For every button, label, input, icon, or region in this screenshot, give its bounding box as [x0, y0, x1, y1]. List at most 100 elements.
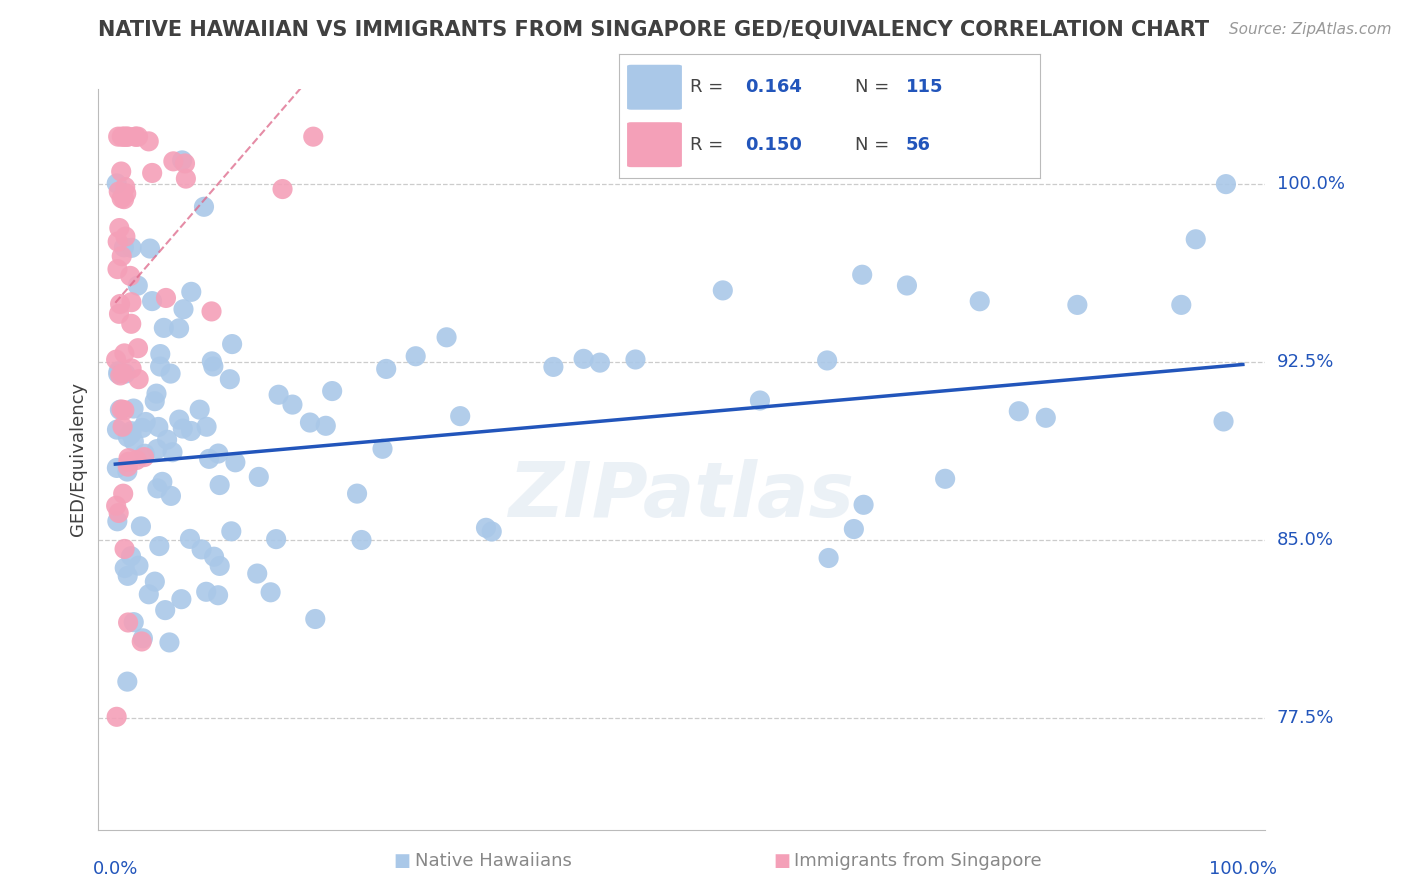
Point: [315, 418, 337, 433]
Point: [481, 524, 503, 539]
Point: [111, 249, 134, 263]
Text: N =: N =: [855, 136, 894, 153]
Point: [122, 434, 145, 449]
Point: [1008, 404, 1031, 418]
Point: [110, 368, 132, 383]
Text: NATIVE HAWAIIAN VS IMMIGRANTS FROM SINGAPORE GED/EQUIVALENCY CORRELATION CHART: NATIVE HAWAIIAN VS IMMIGRANTS FROM SINGA…: [98, 21, 1209, 40]
Point: [375, 362, 398, 376]
Point: [108, 297, 131, 311]
Point: [117, 459, 139, 474]
Point: [167, 412, 190, 426]
Point: [108, 402, 131, 417]
Point: [162, 154, 184, 169]
Point: [127, 129, 149, 144]
Point: [117, 455, 139, 469]
Point: [107, 129, 129, 144]
Point: [167, 321, 190, 335]
Point: [146, 442, 169, 456]
Point: [108, 307, 131, 321]
Point: [120, 549, 142, 564]
Point: [149, 347, 172, 361]
Point: [842, 522, 865, 536]
Point: [107, 235, 129, 249]
Text: 0.164: 0.164: [745, 78, 801, 96]
Point: [127, 558, 149, 573]
Point: [198, 451, 221, 466]
Point: [711, 284, 734, 298]
Text: Immigrants from Singapore: Immigrants from Singapore: [794, 852, 1042, 870]
Point: [346, 486, 368, 500]
Point: [221, 337, 243, 351]
Point: [143, 574, 166, 589]
Point: [120, 427, 142, 442]
Point: [405, 349, 427, 363]
Point: [111, 129, 134, 144]
Text: 115: 115: [905, 78, 943, 96]
Point: [150, 475, 173, 489]
Point: [173, 302, 195, 317]
Point: [121, 361, 143, 376]
Point: [156, 433, 179, 447]
Point: [174, 156, 197, 170]
Point: [117, 129, 139, 144]
Point: [748, 393, 770, 408]
Point: [134, 450, 156, 464]
Point: [145, 386, 167, 401]
Point: [131, 634, 153, 648]
Point: [179, 532, 201, 546]
Text: ZIPatlas: ZIPatlas: [509, 459, 855, 533]
Point: [202, 359, 225, 374]
Point: [110, 164, 132, 178]
Point: [934, 472, 956, 486]
Point: [110, 402, 132, 417]
Point: [851, 268, 873, 282]
Point: [105, 461, 128, 475]
Point: [1170, 298, 1192, 312]
Point: [117, 615, 139, 630]
Point: [207, 588, 229, 602]
Text: R =: R =: [690, 136, 730, 153]
Point: [1184, 232, 1206, 246]
Point: [969, 294, 991, 309]
Text: ■: ■: [773, 852, 790, 870]
Text: 0.0%: 0.0%: [93, 860, 138, 878]
Point: [146, 481, 169, 495]
Point: [350, 533, 373, 547]
Point: [449, 409, 471, 424]
Point: [267, 388, 290, 402]
Point: [281, 398, 304, 412]
Point: [207, 446, 229, 460]
Point: [188, 402, 211, 417]
Point: [129, 519, 152, 533]
Point: [153, 321, 176, 335]
Point: [111, 366, 134, 380]
Point: [200, 304, 222, 318]
Point: [112, 346, 135, 360]
Point: [107, 367, 129, 381]
Text: 92.5%: 92.5%: [1277, 353, 1334, 371]
Point: [170, 592, 193, 607]
Point: [302, 129, 325, 144]
Point: [180, 424, 202, 438]
Y-axis label: GED/Equivalency: GED/Equivalency: [69, 383, 87, 536]
Point: [114, 229, 136, 244]
Text: R =: R =: [690, 78, 730, 96]
Point: [124, 129, 146, 144]
Point: [475, 521, 498, 535]
Point: [160, 489, 183, 503]
Point: [117, 465, 139, 479]
Point: [148, 539, 170, 553]
Point: [543, 359, 565, 374]
Text: 100.0%: 100.0%: [1209, 860, 1277, 878]
Point: [138, 134, 160, 148]
Point: [817, 551, 839, 566]
Point: [141, 166, 163, 180]
Point: [115, 129, 138, 144]
Text: Source: ZipAtlas.com: Source: ZipAtlas.com: [1229, 22, 1392, 37]
Point: [105, 499, 128, 513]
Point: [195, 584, 218, 599]
Point: [208, 558, 231, 573]
Text: N =: N =: [855, 78, 894, 96]
Point: [112, 240, 135, 254]
Point: [117, 569, 139, 583]
